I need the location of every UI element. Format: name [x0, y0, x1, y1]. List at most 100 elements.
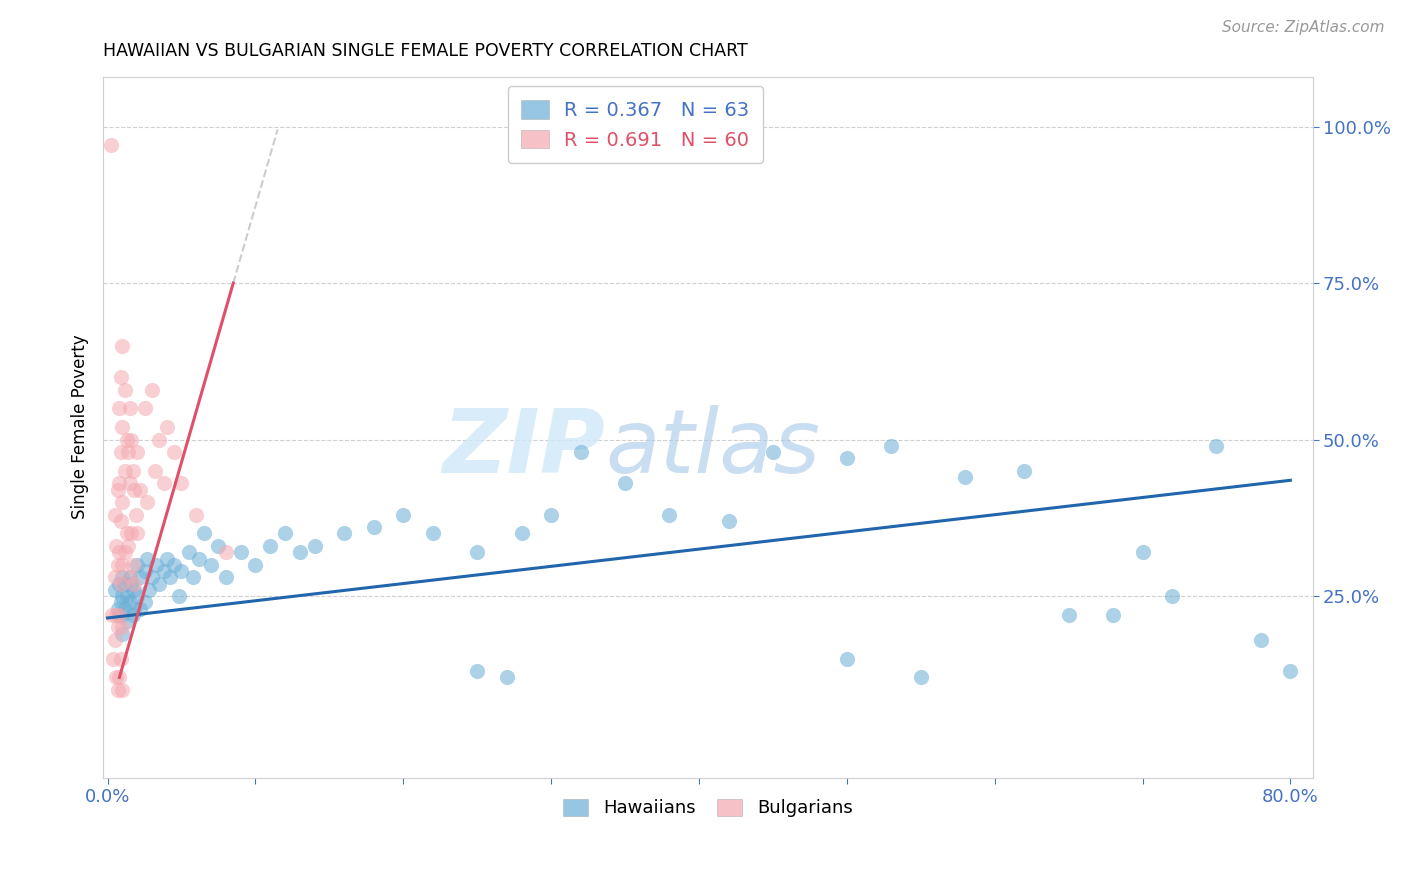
Point	[127, 589, 149, 603]
Point	[510, 526, 533, 541]
Point	[111, 682, 134, 697]
Point	[108, 576, 131, 591]
Point	[134, 564, 156, 578]
Point	[333, 526, 356, 541]
Point	[835, 451, 858, 466]
Point	[134, 595, 156, 609]
Point	[304, 539, 326, 553]
Point	[148, 576, 170, 591]
Point	[422, 526, 444, 541]
Point	[114, 601, 136, 615]
Point	[108, 545, 131, 559]
Point	[138, 582, 160, 597]
Point	[107, 682, 129, 697]
Point	[181, 570, 204, 584]
Point	[108, 670, 131, 684]
Point	[121, 464, 143, 478]
Point	[152, 476, 174, 491]
Point	[122, 582, 145, 597]
Point	[136, 495, 159, 509]
Point	[953, 470, 976, 484]
Point	[122, 601, 145, 615]
Point	[101, 607, 124, 622]
Point	[163, 445, 186, 459]
Point	[114, 576, 136, 591]
Point	[129, 601, 152, 615]
Point	[114, 464, 136, 478]
Point	[1132, 545, 1154, 559]
Point	[111, 420, 134, 434]
Point	[569, 445, 592, 459]
Point	[110, 514, 132, 528]
Text: Source: ZipAtlas.com: Source: ZipAtlas.com	[1222, 20, 1385, 35]
Point	[152, 564, 174, 578]
Point	[114, 545, 136, 559]
Point	[111, 626, 134, 640]
Point	[105, 539, 128, 553]
Point	[910, 670, 932, 684]
Point	[229, 545, 252, 559]
Point	[134, 401, 156, 416]
Text: HAWAIIAN VS BULGARIAN SINGLE FEMALE POVERTY CORRELATION CHART: HAWAIIAN VS BULGARIAN SINGLE FEMALE POVE…	[103, 42, 748, 60]
Point	[148, 433, 170, 447]
Point	[614, 476, 637, 491]
Point	[363, 520, 385, 534]
Point	[835, 651, 858, 665]
Point	[1205, 439, 1227, 453]
Text: ZIP: ZIP	[443, 405, 605, 491]
Point	[167, 589, 190, 603]
Point	[103, 651, 125, 665]
Point	[145, 558, 167, 572]
Point	[108, 607, 131, 622]
Point	[156, 551, 179, 566]
Point	[124, 508, 146, 522]
Point	[104, 570, 127, 584]
Point	[274, 526, 297, 541]
Point	[118, 476, 141, 491]
Point	[105, 607, 128, 622]
Point	[1279, 664, 1302, 678]
Point	[111, 558, 134, 572]
Point	[170, 476, 193, 491]
Point	[658, 508, 681, 522]
Point	[108, 476, 131, 491]
Point	[111, 339, 134, 353]
Point	[186, 508, 208, 522]
Point	[110, 576, 132, 591]
Point	[111, 620, 134, 634]
Point	[104, 632, 127, 647]
Point	[159, 570, 181, 584]
Point	[107, 483, 129, 497]
Point	[215, 545, 238, 559]
Point	[120, 433, 142, 447]
Point	[120, 526, 142, 541]
Point	[118, 401, 141, 416]
Point	[111, 607, 134, 622]
Point	[717, 514, 740, 528]
Point	[111, 570, 134, 584]
Point	[121, 558, 143, 572]
Point	[1102, 607, 1125, 622]
Point	[107, 620, 129, 634]
Point	[880, 439, 903, 453]
Point	[117, 445, 139, 459]
Point	[127, 526, 149, 541]
Point	[110, 370, 132, 384]
Point	[392, 508, 415, 522]
Point	[1250, 632, 1272, 647]
Point	[121, 607, 143, 622]
Point	[1057, 607, 1080, 622]
Point	[108, 607, 131, 622]
Point	[1161, 589, 1184, 603]
Point	[245, 558, 267, 572]
Point	[141, 383, 163, 397]
Point	[114, 383, 136, 397]
Point	[111, 589, 134, 603]
Point	[115, 589, 138, 603]
Point	[259, 539, 281, 553]
Point	[129, 570, 152, 584]
Point	[100, 138, 122, 153]
Point	[122, 576, 145, 591]
Point	[111, 495, 134, 509]
Point	[465, 664, 488, 678]
